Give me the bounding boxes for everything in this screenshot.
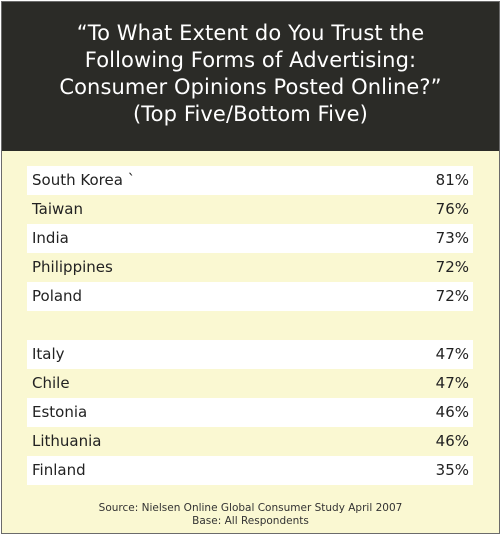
country-label: Finland bbox=[32, 461, 86, 479]
title-line-4: (Top Five/Bottom Five) bbox=[133, 102, 368, 126]
percent-value: 81% bbox=[435, 171, 469, 189]
table-body: South Korea ` 81% Taiwan 76% India 73% P… bbox=[27, 166, 473, 485]
base-line: Base: All Respondents bbox=[192, 515, 309, 527]
source-note: Source: Nielsen Online Global Consumer S… bbox=[2, 502, 499, 528]
table-row: Finland 35% bbox=[27, 456, 473, 485]
country-label: South Korea ` bbox=[32, 171, 136, 189]
country-label: Lithuania bbox=[32, 432, 102, 450]
table-row: Italy 47% bbox=[27, 340, 473, 369]
chart-header: “To What Extent do You Trust the Followi… bbox=[2, 2, 499, 151]
percent-value: 46% bbox=[435, 403, 469, 421]
percent-value: 72% bbox=[435, 258, 469, 276]
title-line-1: “To What Extent do You Trust the bbox=[76, 21, 425, 45]
table-row: South Korea ` 81% bbox=[27, 166, 473, 195]
title-line-2: Following Forms of Advertising: bbox=[84, 48, 417, 72]
percent-value: 47% bbox=[435, 374, 469, 392]
percent-value: 35% bbox=[435, 461, 469, 479]
table-row: Philippines 72% bbox=[27, 253, 473, 282]
table-row: India 73% bbox=[27, 224, 473, 253]
percent-value: 76% bbox=[435, 200, 469, 218]
country-label: Philippines bbox=[32, 258, 113, 276]
source-line: Source: Nielsen Online Global Consumer S… bbox=[98, 502, 403, 514]
percent-value: 47% bbox=[435, 345, 469, 363]
table-row: Lithuania 46% bbox=[27, 427, 473, 456]
country-label: Estonia bbox=[32, 403, 88, 421]
percent-value: 72% bbox=[435, 287, 469, 305]
title-line-3: Consumer Opinions Posted Online?” bbox=[59, 75, 442, 99]
section-gap bbox=[27, 311, 473, 340]
country-label: Italy bbox=[32, 345, 65, 363]
country-label: Taiwan bbox=[32, 200, 84, 218]
percent-value: 73% bbox=[435, 229, 469, 247]
table-row: Chile 47% bbox=[27, 369, 473, 398]
table-row: Estonia 46% bbox=[27, 398, 473, 427]
table-row: Taiwan 76% bbox=[27, 195, 473, 224]
country-label: Chile bbox=[32, 374, 70, 392]
country-label: Poland bbox=[32, 287, 83, 305]
country-label: India bbox=[32, 229, 69, 247]
table-row: Poland 72% bbox=[27, 282, 473, 311]
percent-value: 46% bbox=[435, 432, 469, 450]
